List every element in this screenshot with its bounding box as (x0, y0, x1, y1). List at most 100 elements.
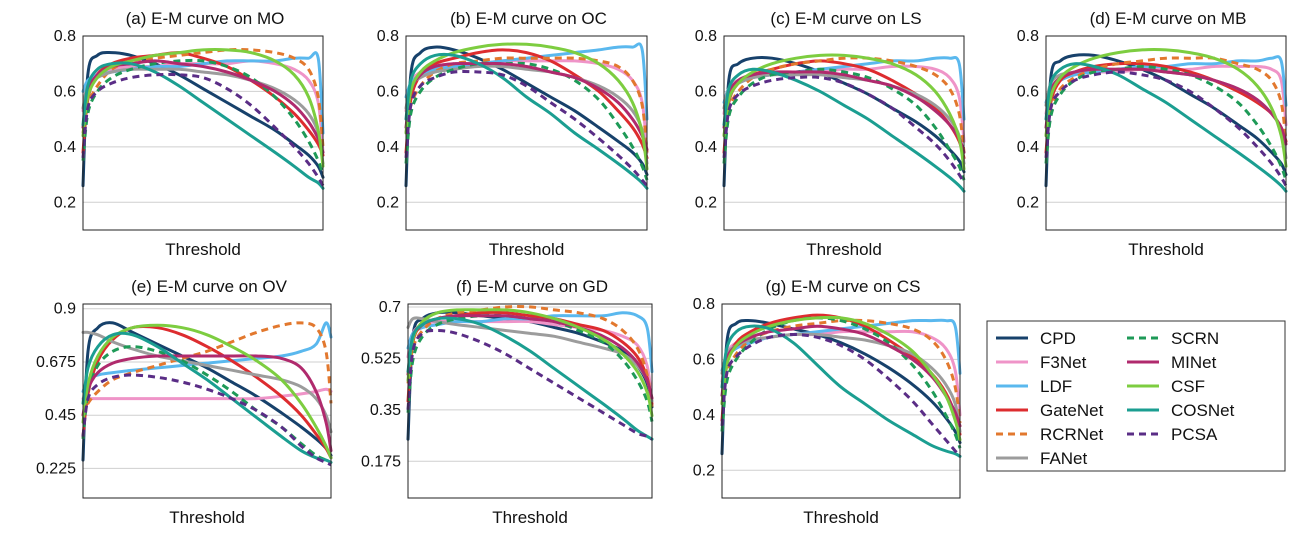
legend-label-fanet: FANet (1040, 449, 1088, 468)
series-line-csf (722, 53, 966, 171)
series-line-ldf (81, 321, 333, 393)
series-line-cosnet (720, 324, 962, 458)
y-tick-label: 0.35 (370, 402, 401, 419)
y-tick-label: 0.45 (45, 407, 76, 424)
plot-frame (1045, 35, 1287, 231)
series-line-cosnet (81, 61, 325, 190)
chart-title: (e) E-M curve on OV (131, 277, 288, 296)
chart-panel-5: 0.225 0.45 0.675 0.9 (e) E-M curve on OV Thre… (36, 277, 333, 527)
series-line-rcrnet (722, 56, 966, 153)
chart-panel-4: 0.2 0.4 0.6 0.8 (d) E-M curve on MB Threshold (1017, 9, 1288, 259)
y-tick-label: 0.675 (36, 354, 76, 371)
series-line-pcsa (722, 75, 966, 184)
y-tick-label: 0.525 (361, 350, 401, 367)
series-line-rcrnet (81, 321, 333, 416)
series-line-rcrnet (404, 56, 649, 153)
series-line-pcsa (81, 72, 325, 187)
y-tick-label: 0.8 (693, 296, 715, 313)
series-line-cosnet (722, 67, 966, 193)
y-tick-label: 0.4 (54, 139, 76, 156)
series-line-minet (404, 62, 649, 152)
series-line-scrn (720, 316, 962, 449)
chart-panel-3: 0.2 0.4 0.6 0.8 (c) E-M curve on LS Threshold (695, 9, 966, 259)
y-tick-label: 0.4 (377, 139, 399, 156)
series-line-minet (406, 314, 654, 400)
x-axis-label: Threshold (806, 240, 882, 259)
y-tick-label: 0.225 (36, 460, 76, 477)
series-line-pcsa (720, 333, 962, 458)
series-line-rcrnet (1044, 56, 1288, 142)
chart-panel-1: 0.2 0.4 0.6 0.8 (a) E-M curve on MO Threshold (54, 9, 325, 259)
series-line-cosnet (1044, 62, 1288, 193)
series-line-cpd (720, 319, 962, 456)
series-line-csf (406, 308, 654, 418)
series-line-rcrnet (720, 318, 962, 424)
legend: CPD F3Net LDF GateNet RCRNet FANet SCRN MINet CS… (986, 320, 1286, 472)
y-tick-label: 0.8 (695, 28, 717, 45)
chart-title: (b) E-M curve on OC (450, 9, 607, 28)
series-line-pcsa (1044, 70, 1288, 187)
chart-title: (a) E-M curve on MO (126, 9, 285, 28)
legend-label-csf: CSF (1171, 377, 1205, 396)
chart-panel-2: 0.2 0.4 0.6 0.8 (b) E-M curve on OC Threshold (377, 9, 649, 259)
x-axis-label: Threshold (169, 508, 245, 527)
y-tick-label: 0.8 (1017, 28, 1039, 45)
series-line-cpd (404, 45, 649, 188)
chart-title: (g) E-M curve on CS (766, 277, 921, 296)
y-tick-label: 0.6 (1017, 83, 1039, 100)
series-line-scrn (81, 345, 332, 464)
y-tick-label: 0.2 (1017, 194, 1039, 211)
legend-label-scrn: SCRN (1171, 329, 1219, 348)
series-line-csf (1044, 48, 1288, 168)
series-line-csf (720, 315, 962, 442)
legend-label-gatenet: GateNet (1040, 401, 1104, 420)
series-line-csf (81, 323, 333, 460)
legend-box (986, 320, 1286, 472)
y-tick-label: 0.8 (54, 28, 76, 45)
y-tick-label: 0.2 (693, 462, 715, 479)
series-line-scrn (404, 61, 649, 181)
x-axis-label: Threshold (1128, 240, 1204, 259)
y-tick-label: 0.2 (54, 194, 76, 211)
series-line-cosnet (404, 52, 649, 190)
series-line-rcrnet (406, 305, 654, 408)
series-line-cpd (81, 321, 333, 462)
legend-label-cpd: CPD (1040, 329, 1076, 348)
series-line-fanet (720, 332, 962, 433)
series-line-fanet (404, 64, 649, 165)
y-tick-label: 0.6 (54, 83, 76, 100)
plot-frame (407, 303, 653, 499)
chart-title: (d) E-M curve on MB (1090, 9, 1247, 28)
y-tick-label: 0.175 (361, 453, 401, 470)
legend-label-cosnet: COSNet (1171, 401, 1235, 420)
series-line-pcsa (406, 328, 653, 441)
plot-frame (82, 303, 332, 499)
legend-label-rcrnet: RCRNet (1040, 425, 1104, 444)
y-tick-label: 0.4 (695, 139, 717, 156)
y-tick-label: 0.6 (693, 351, 715, 368)
series-line-pcsa (404, 69, 649, 187)
y-tick-label: 0.4 (1017, 139, 1039, 156)
chart-title: (c) E-M curve on LS (770, 9, 921, 28)
series-line-minet (81, 354, 333, 453)
x-axis-label: Threshold (803, 508, 879, 527)
chart-title: (f) E-M curve on GD (456, 277, 608, 296)
y-tick-label: 0.2 (695, 194, 717, 211)
legend-label-f3net: F3Net (1040, 353, 1087, 372)
y-tick-label: 0.7 (379, 299, 401, 316)
series-line-rcrnet (81, 48, 325, 148)
series-line-fanet (81, 67, 325, 165)
series-line-pcsa (81, 373, 332, 467)
legend-label-pcsa: PCSA (1171, 425, 1218, 444)
x-axis-label: Threshold (165, 240, 241, 259)
plot-frame (405, 35, 648, 231)
chart-panel-6: 0.175 0.35 0.525 0.7 (f) E-M curve on GD Thre… (361, 277, 654, 527)
series-line-csf (404, 42, 649, 171)
series-line-gatenet (81, 325, 333, 460)
y-tick-label: 0.2 (377, 194, 399, 211)
y-tick-label: 0.6 (377, 83, 399, 100)
series-line-minet (81, 59, 325, 154)
series-line-scrn (406, 313, 654, 422)
series-line-cosnet (406, 316, 654, 441)
